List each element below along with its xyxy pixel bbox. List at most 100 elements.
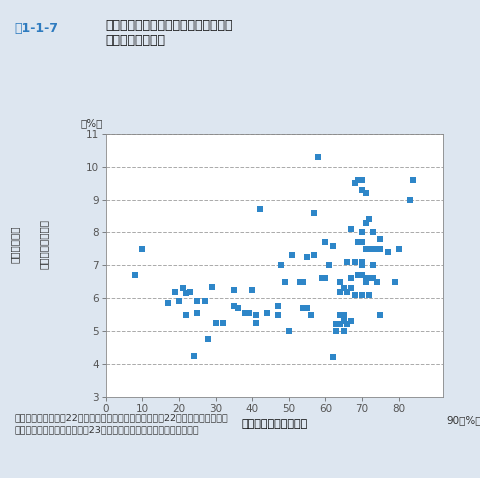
Point — [408, 176, 416, 184]
Point — [175, 298, 182, 305]
Point — [200, 298, 208, 305]
Text: 自動車分担率と重い介護を必要とする: 自動車分担率と重い介護を必要とする — [106, 19, 233, 32]
Point — [339, 327, 347, 335]
Point — [368, 245, 376, 253]
Point — [302, 253, 310, 261]
Point — [182, 311, 190, 318]
Point — [376, 235, 384, 243]
Point — [358, 186, 365, 194]
Point — [281, 278, 288, 285]
Point — [405, 196, 413, 203]
Point — [354, 272, 361, 279]
Point — [339, 311, 347, 318]
Point — [208, 283, 216, 291]
Point — [372, 245, 380, 253]
Point — [211, 319, 219, 326]
Point — [193, 298, 201, 305]
Point — [361, 219, 369, 227]
Point — [347, 225, 354, 233]
Point — [361, 245, 369, 253]
Point — [252, 319, 259, 326]
Point — [343, 258, 350, 266]
X-axis label: 自動車分担率（平日）: 自動車分担率（平日） — [240, 419, 307, 429]
Text: 調査」、厚生労働省「平成23年度介護保険事業状況報告」より作成: 調査」、厚生労働省「平成23年度介護保険事業状況報告」より作成 — [14, 425, 199, 435]
Point — [240, 309, 248, 317]
Text: 図1-1-7: 図1-1-7 — [14, 22, 58, 34]
Point — [361, 274, 369, 282]
Point — [368, 261, 376, 269]
Point — [343, 288, 350, 295]
Point — [328, 242, 336, 250]
Point — [361, 189, 369, 197]
Text: 資料：総務省「平成22年国勢調査」、国土交通省「平成22年全国都市交通特性: 資料：総務省「平成22年国勢調査」、国土交通省「平成22年全国都市交通特性 — [14, 413, 228, 423]
Point — [274, 303, 281, 310]
Point — [365, 274, 372, 282]
Point — [339, 317, 347, 325]
Point — [347, 317, 354, 325]
Point — [376, 311, 384, 318]
Point — [288, 251, 296, 259]
Point — [186, 288, 193, 295]
Text: 重介護認定率: 重介護認定率 — [10, 225, 19, 262]
Point — [336, 311, 343, 318]
Point — [244, 309, 252, 317]
Text: （%）: （%） — [80, 119, 102, 129]
Point — [171, 288, 179, 295]
Point — [347, 284, 354, 292]
Point — [324, 261, 332, 269]
Point — [365, 216, 372, 223]
Point — [358, 258, 365, 266]
Point — [204, 336, 212, 343]
Point — [350, 291, 358, 299]
Point — [339, 284, 347, 292]
Point — [255, 206, 263, 213]
Point — [390, 278, 398, 285]
Point — [383, 249, 391, 256]
Point — [336, 321, 343, 328]
Point — [179, 284, 186, 292]
Point — [321, 274, 329, 282]
Point — [358, 228, 365, 236]
Point — [336, 288, 343, 295]
Point — [368, 274, 376, 282]
Point — [310, 209, 318, 217]
Point — [358, 261, 365, 269]
Point — [182, 289, 190, 297]
Point — [354, 176, 361, 184]
Point — [336, 278, 343, 285]
Point — [252, 311, 259, 318]
Point — [317, 274, 325, 282]
Point — [229, 303, 237, 310]
Point — [365, 291, 372, 299]
Point — [277, 261, 285, 269]
Point — [295, 278, 303, 285]
Point — [310, 251, 318, 259]
Point — [358, 291, 365, 299]
Point — [321, 239, 329, 246]
Point — [193, 309, 201, 317]
Point — [365, 245, 372, 253]
Point — [354, 239, 361, 246]
Point — [350, 258, 358, 266]
Point — [299, 278, 307, 285]
Point — [306, 311, 314, 318]
Point — [358, 239, 365, 246]
Point — [164, 299, 171, 307]
Point — [313, 153, 321, 161]
Text: 人々の割合の関係: 人々の割合の関係 — [106, 34, 166, 47]
Text: （要介護３以上）: （要介護３以上） — [38, 219, 48, 269]
Point — [358, 176, 365, 184]
Point — [328, 353, 336, 361]
Point — [302, 304, 310, 312]
Point — [190, 352, 197, 359]
Point — [358, 272, 365, 279]
Point — [368, 228, 376, 236]
Point — [218, 319, 226, 326]
Point — [284, 327, 292, 335]
Point — [248, 286, 255, 294]
Point — [394, 245, 402, 253]
Point — [229, 286, 237, 294]
Point — [372, 278, 380, 285]
Point — [361, 278, 369, 285]
Text: 90（%）: 90（%） — [445, 415, 480, 425]
